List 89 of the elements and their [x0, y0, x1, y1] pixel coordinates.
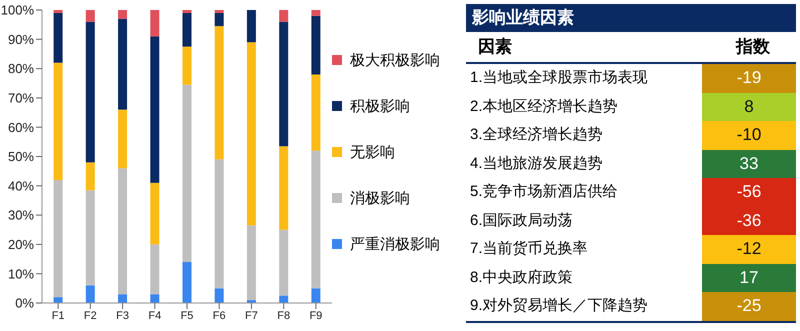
bar — [182, 12, 192, 47]
x-tick-label: F9 — [309, 310, 322, 322]
bar — [54, 10, 63, 13]
text: 影响业绩因素 — [466, 4, 796, 32]
bar — [279, 230, 288, 296]
bar — [182, 46, 192, 85]
data-label: -36 — [702, 206, 796, 235]
legend-label: 极大积极影响 — [350, 50, 440, 70]
bar — [246, 42, 256, 226]
y-tick-label: 5.竞争市场新酒店供给 — [469, 182, 619, 202]
y-tick-label: 50% — [8, 149, 34, 164]
bar — [118, 110, 128, 168]
x-tick-label: F3 — [116, 310, 129, 322]
y-tick-label: 0% — [15, 296, 34, 311]
y-tick-label: 40% — [8, 178, 34, 194]
bar — [150, 182, 160, 244]
legend-label: 消极影响 — [350, 188, 410, 208]
bar — [279, 296, 288, 303]
y-tick-label: 10% — [8, 266, 34, 282]
bar — [311, 16, 320, 74]
bar — [311, 150, 320, 288]
bar — [54, 62, 63, 180]
bar — [279, 10, 288, 22]
y-tick-label: 1.当地或全球股票市场表现 — [469, 68, 649, 88]
bar — [118, 168, 128, 294]
bar — [214, 10, 224, 13]
y-tick-label: 3.全球经济增长趋势 — [469, 125, 604, 145]
data-label: -25 — [702, 292, 796, 320]
bar — [182, 10, 192, 13]
bar — [54, 297, 63, 303]
y-tick-label: 4.当地旅游发展趋势 — [469, 154, 604, 174]
bar — [86, 285, 95, 303]
bar — [214, 26, 224, 160]
legend-label: 无影响 — [350, 142, 395, 162]
data-label: -10 — [702, 121, 796, 150]
bar — [86, 190, 95, 286]
y-tick-label: 9.对外贸易增长／下降趋势 — [469, 296, 649, 316]
x-tick-label: 指数 — [734, 36, 771, 58]
legend-label: 严重消极影响 — [350, 234, 440, 254]
y-tick-label: 2.本地区经济增长趋势 — [469, 96, 619, 116]
bar — [246, 225, 256, 300]
data-label: -19 — [702, 64, 796, 92]
bar — [150, 10, 160, 36]
bar — [150, 36, 160, 183]
y-tick-label: 30% — [8, 208, 34, 223]
bar — [54, 180, 63, 298]
y-tick-label: 6.国际政局动荡 — [469, 210, 574, 230]
bar — [150, 244, 160, 294]
y-tick-label: 70% — [8, 90, 34, 106]
data-label: -56 — [702, 178, 796, 206]
x-tick-label: F2 — [84, 310, 97, 322]
data-label: 17 — [702, 264, 796, 292]
x-tick-label: F8 — [277, 310, 290, 322]
bar — [279, 22, 288, 146]
bar — [279, 146, 288, 230]
y-tick-label: 100% — [0, 2, 34, 18]
bar — [86, 10, 95, 22]
legend-label: 积极影响 — [350, 96, 410, 116]
bar — [311, 10, 320, 16]
data-label: -12 — [702, 235, 796, 264]
y-tick-label: 80% — [8, 61, 34, 76]
x-tick-label: F1 — [52, 310, 65, 322]
bar — [54, 12, 63, 63]
bar — [182, 262, 192, 303]
bar — [182, 84, 192, 262]
bar — [86, 162, 95, 190]
y-tick-label: 60% — [8, 120, 34, 135]
data-label: 33 — [702, 150, 796, 178]
bar — [311, 74, 320, 151]
y-axis-title: 因素 — [477, 36, 513, 58]
y-tick-label: 20% — [8, 237, 34, 252]
y-tick-label: 7.当前货币兑换率 — [469, 239, 589, 259]
data-label: 8 — [702, 92, 796, 121]
y-tick-label: 90% — [8, 32, 34, 47]
bar — [311, 288, 320, 303]
bar — [118, 10, 128, 19]
x-tick-label: F7 — [245, 310, 258, 322]
bar — [214, 12, 224, 26]
x-tick-label: F4 — [148, 310, 162, 322]
bar — [246, 10, 256, 42]
y-tick-label: 8.中央政府政策 — [469, 268, 574, 288]
x-tick-label: F6 — [212, 310, 226, 322]
bar — [118, 18, 128, 110]
x-tick-label: F5 — [180, 310, 194, 322]
bar — [86, 22, 95, 162]
bar — [118, 294, 128, 303]
bar — [214, 159, 224, 288]
bar — [214, 288, 224, 303]
bar — [150, 294, 160, 303]
